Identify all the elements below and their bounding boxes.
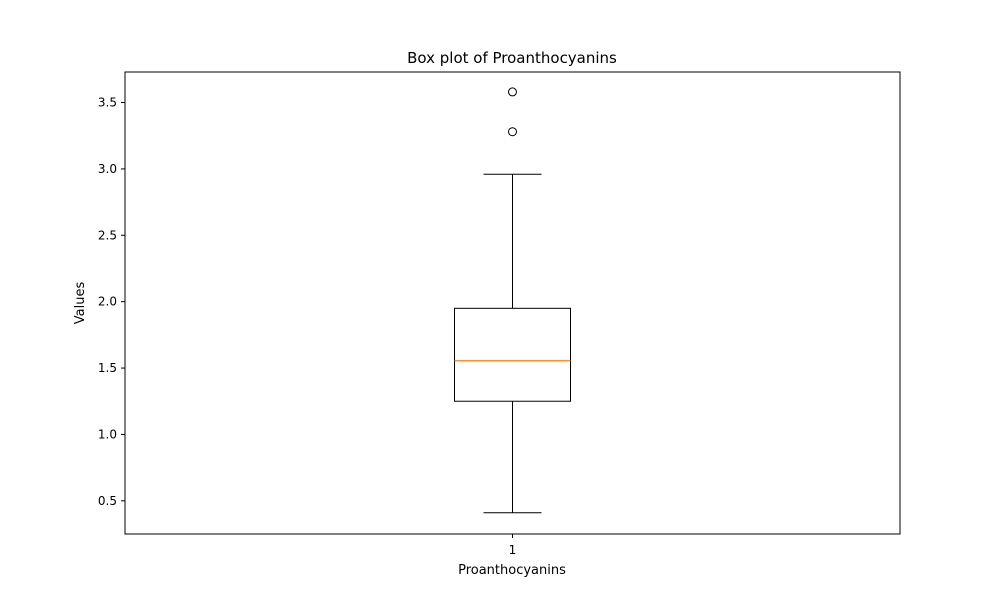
box-group: [454, 87, 571, 514]
y-axis-label: Values: [73, 282, 88, 325]
chart-title: Box plot of Proanthocyanins: [407, 49, 617, 67]
box-series: [454, 87, 571, 514]
y-tick-label: 3.0: [98, 162, 117, 176]
y-tick-label: 0.5: [98, 494, 117, 508]
x-tick-label: 1: [509, 543, 517, 557]
iqr-box: [454, 307, 571, 402]
x-axis-label: Proanthocyanins: [458, 563, 566, 578]
y-tick-label: 1.5: [98, 361, 117, 375]
y-tick-label: 1.0: [98, 427, 117, 441]
x-axis: 1: [509, 534, 517, 557]
outlier-point: [508, 127, 517, 137]
y-axis: 0.5 1.0 1.5 2.0 2.5 3.0 3.5: [98, 96, 125, 508]
y-tick-label: 2.5: [98, 228, 117, 242]
outlier-point: [508, 87, 517, 97]
y-tick-label: 2.0: [98, 295, 117, 309]
y-tick-label: 3.5: [98, 96, 117, 110]
